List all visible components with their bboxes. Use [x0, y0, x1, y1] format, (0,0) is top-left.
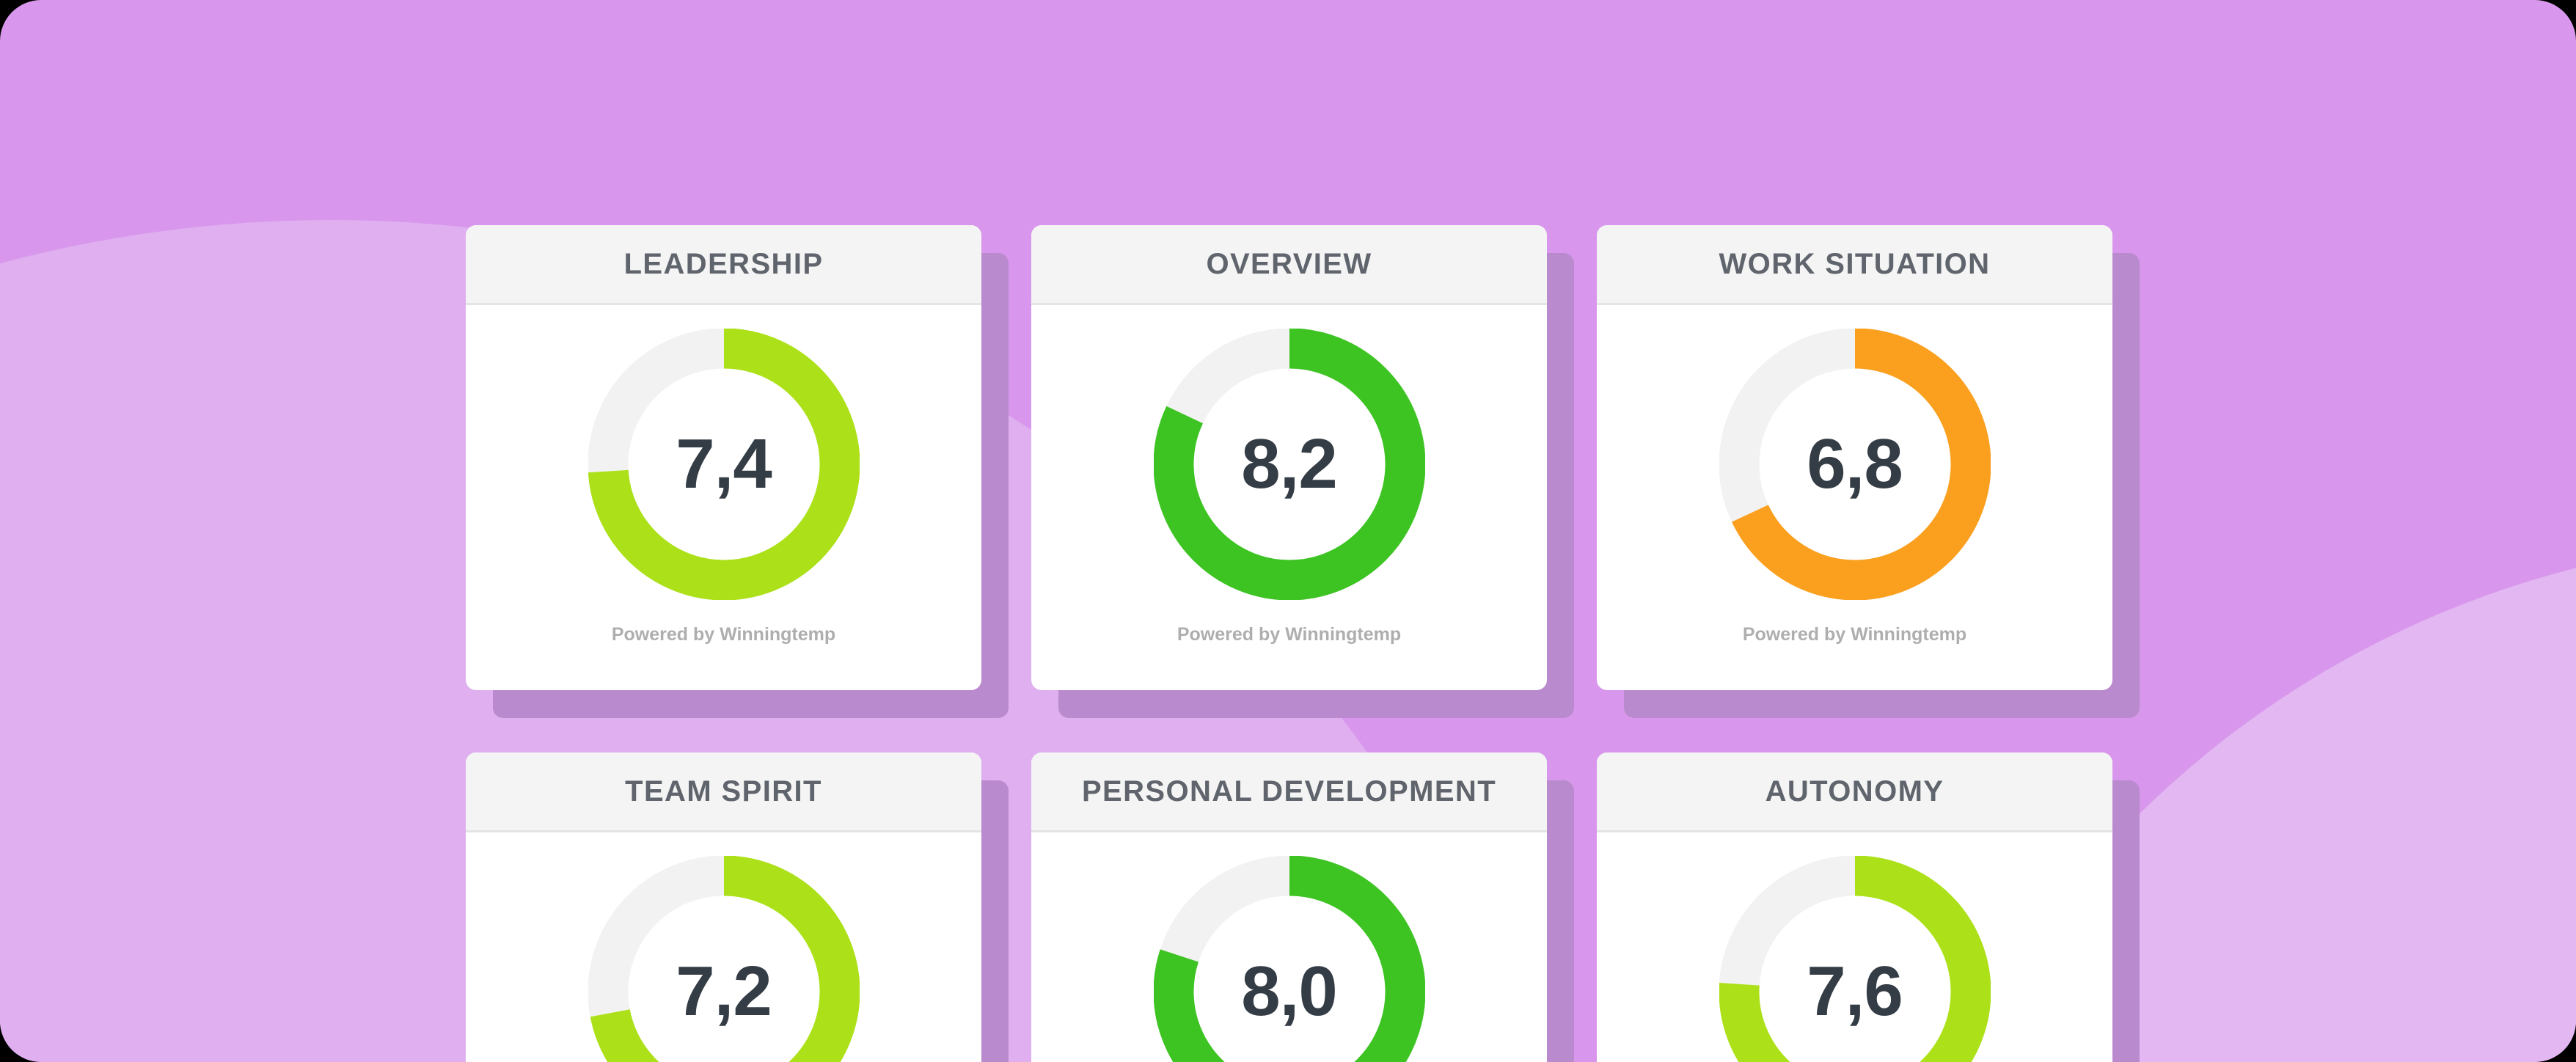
- donut-gauge: 7,6: [1719, 855, 1991, 1062]
- donut-gauge: 7,2: [588, 855, 860, 1062]
- card-title: WORK SITUATION: [1719, 248, 1991, 280]
- card-body: 7,4: [466, 305, 981, 620]
- card-title: TEAM SPIRIT: [625, 775, 822, 808]
- gauge-value-label: 6,8: [1807, 424, 1903, 503]
- card-surface: LEADERSHIP 7,4 Powered by Winningtemp: [466, 225, 981, 690]
- donut-gauge-svg: [588, 328, 860, 600]
- card-footer: Powered by Winningtemp: [1031, 620, 1547, 690]
- card-footer: Powered by Winningtemp: [1597, 620, 2112, 690]
- card-surface: AUTONOMY 7,6 Powered by Winningtemp: [1597, 752, 2112, 1062]
- gauge-value-label: 7,2: [676, 951, 772, 1030]
- score-card-personal-development[interactable]: PERSONAL DEVELOPMENT 8,0 Powered by Winn…: [1031, 752, 1574, 1062]
- powered-by-label: Powered by Winningtemp: [1177, 624, 1402, 645]
- card-title: OVERVIEW: [1206, 248, 1372, 280]
- card-header: AUTONOMY: [1597, 752, 2112, 832]
- score-card-grid: LEADERSHIP 7,4 Powered by Winningtemp: [466, 225, 2140, 1062]
- donut-gauge-svg: [1719, 328, 1991, 600]
- donut-gauge-svg: [1153, 328, 1425, 600]
- score-card-leadership[interactable]: LEADERSHIP 7,4 Powered by Winningtemp: [466, 225, 1009, 718]
- donut-gauge: 8,2: [1153, 328, 1425, 600]
- card-body: 7,2: [466, 832, 981, 1062]
- card-body: 7,6: [1597, 832, 2112, 1062]
- card-surface: TEAM SPIRIT 7,2 Powered by Winningtemp: [466, 752, 981, 1062]
- card-header: OVERVIEW: [1031, 225, 1547, 305]
- score-card-work-situation[interactable]: WORK SITUATION 6,8 Powered by Winningtem…: [1597, 225, 2140, 718]
- powered-by-label: Powered by Winningtemp: [611, 624, 836, 645]
- card-header: TEAM SPIRIT: [466, 752, 981, 832]
- card-title: LEADERSHIP: [623, 248, 824, 280]
- card-body: 6,8: [1597, 305, 2112, 620]
- card-body: 8,0: [1031, 832, 1547, 1062]
- donut-gauge: 7,4: [588, 328, 860, 600]
- card-surface: WORK SITUATION 6,8 Powered by Winningtem…: [1597, 225, 2112, 690]
- gauge-value-label: 8,2: [1241, 424, 1337, 503]
- gauge-value-label: 7,6: [1807, 951, 1903, 1030]
- card-header: LEADERSHIP: [466, 225, 981, 305]
- gauge-value-label: 7,4: [676, 424, 772, 503]
- card-title: AUTONOMY: [1765, 775, 1944, 808]
- donut-gauge: 8,0: [1153, 855, 1425, 1062]
- score-card-team-spirit[interactable]: TEAM SPIRIT 7,2 Powered by Winningtemp: [466, 752, 1009, 1062]
- card-footer: Powered by Winningtemp: [466, 620, 981, 690]
- card-header: PERSONAL DEVELOPMENT: [1031, 752, 1547, 832]
- powered-by-label: Powered by Winningtemp: [1742, 624, 1967, 645]
- card-header: WORK SITUATION: [1597, 225, 2112, 305]
- donut-gauge-svg: [1153, 855, 1425, 1062]
- donut-gauge-svg: [588, 855, 860, 1062]
- donut-gauge: 6,8: [1719, 328, 1991, 600]
- card-body: 8,2: [1031, 305, 1547, 620]
- card-title: PERSONAL DEVELOPMENT: [1081, 775, 1497, 808]
- card-surface: OVERVIEW 8,2 Powered by Winningtemp: [1031, 225, 1547, 690]
- donut-gauge-svg: [1719, 855, 1991, 1062]
- score-card-autonomy[interactable]: AUTONOMY 7,6 Powered by Winningtemp: [1597, 752, 2140, 1062]
- gauge-value-label: 8,0: [1241, 951, 1337, 1030]
- card-surface: PERSONAL DEVELOPMENT 8,0 Powered by Winn…: [1031, 752, 1547, 1062]
- score-card-overview[interactable]: OVERVIEW 8,2 Powered by Winningtemp: [1031, 225, 1574, 718]
